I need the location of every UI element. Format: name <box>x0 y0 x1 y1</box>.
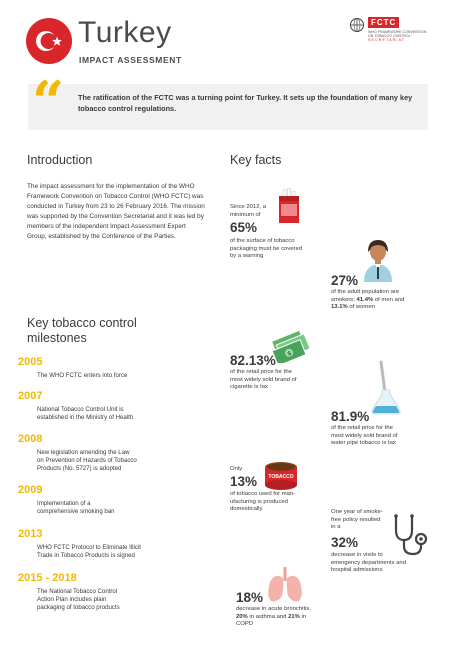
fact-visits-intro: One year of smoke- free policy resulted … <box>331 509 383 531</box>
fact-warning-text: of the surface of tobacco packaging must… <box>230 238 303 260</box>
fact-bronchitis-value: 18% <box>236 590 264 605</box>
fact-warning-intro: Since 2012, a minimum of <box>230 204 267 218</box>
lungs-icon <box>265 566 305 609</box>
milestone-text: New legislation amending the Law on Prev… <box>37 449 137 473</box>
milestone-text: WHO FCTC Protocol to Eliminate Illicit T… <box>37 544 141 560</box>
water-pipe-icon <box>368 360 404 421</box>
cigarette-pack-icon <box>276 188 302 229</box>
person-icon <box>362 236 394 287</box>
fctc-logo: FCTC <box>368 17 400 28</box>
fact-visits-value: 32% <box>331 535 359 550</box>
milestone-year: 2013 <box>18 528 43 540</box>
country-title: Turkey <box>78 16 172 49</box>
milestone-text: The WHO FCTC enters into force <box>37 372 128 379</box>
fact-domestic-text: of tobacco used for man- ufacturing is p… <box>230 491 296 513</box>
quote-mark-icon: “ <box>32 69 65 135</box>
fctc-logo-caption: WHO FRAMEWORK CONVENTION ON TOBACCO CONT… <box>368 30 427 39</box>
milestone-text: National Tobacco Control Unit is establi… <box>37 406 134 422</box>
quote-band <box>28 84 428 130</box>
fact-domestic-value: 13% <box>230 474 258 489</box>
milestone-year: 2008 <box>18 433 43 445</box>
milestone-year: 2005 <box>18 356 43 368</box>
fact-cigarette-tax-text: of the retail price for the most widely … <box>230 369 297 391</box>
money-bills-icon: $ <box>269 329 311 368</box>
milestone-year: 2015 - 2018 <box>18 572 77 584</box>
fctc-secretariat-label: SECRETARIAT <box>368 38 406 42</box>
fact-smokers-text: of the adult population are smokers; 41.… <box>331 289 405 311</box>
fact-domestic-intro: Only <box>230 466 243 472</box>
milestones-heading: Key tobacco control milestones <box>27 316 137 345</box>
milestone-text: Implementation of a comprehensive smokin… <box>37 500 115 516</box>
fact-visits-text: decrease in visits to emergency departme… <box>331 552 406 574</box>
stethoscope-icon <box>390 512 430 563</box>
page-subtitle: IMPACT ASSESSMENT <box>79 55 182 65</box>
fact-bronchitis-text: decrease in acute bronchitis, 20% in ast… <box>236 606 311 628</box>
introduction-heading: Introduction <box>27 153 93 167</box>
fact-cigarette-tax-value: 82.13% <box>230 353 276 368</box>
introduction-text: The impact assessment for the implementa… <box>27 183 205 240</box>
milestone-year: 2009 <box>18 484 43 496</box>
turkey-flag-icon <box>26 18 72 64</box>
who-emblem-icon <box>349 17 365 33</box>
tobacco-tin-icon: TOBACCO <box>263 460 299 492</box>
tobacco-tin-label: TOBACCO <box>268 474 294 480</box>
fact-pipe-tax-text: of the retail price for the most widely … <box>331 425 398 447</box>
fact-warning-value: 65% <box>230 220 258 235</box>
key-facts-heading: Key facts <box>230 153 282 167</box>
fact-pipe-tax-value: 81.9% <box>331 409 370 424</box>
milestone-text: The National Tobacco Control Action Plan… <box>37 588 120 612</box>
quote-text: The ratification of the FCTC was a turni… <box>78 93 413 113</box>
milestone-year: 2007 <box>18 390 43 402</box>
fact-smokers-value: 27% <box>331 273 359 288</box>
svg-text:$: $ <box>286 350 293 358</box>
